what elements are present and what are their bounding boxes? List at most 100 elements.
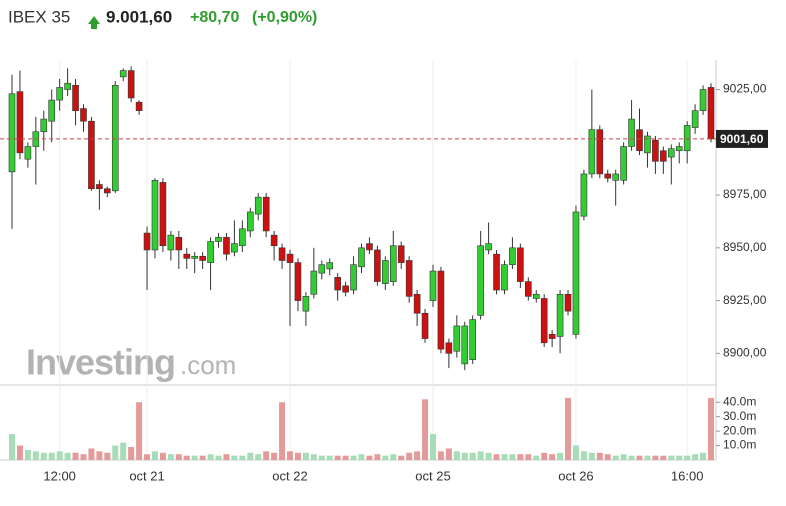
- candle-body: [16, 91, 24, 154]
- candle-body: [525, 281, 532, 297]
- candle-body: [294, 262, 302, 301]
- candle-body: [477, 245, 484, 316]
- x-tick-label: 12:00: [43, 468, 76, 483]
- volume-bar: [525, 454, 532, 460]
- title: IBEX 35: [8, 7, 70, 26]
- volume-bar: [342, 455, 349, 460]
- candle-body: [358, 247, 365, 268]
- change: +80,70: [190, 9, 239, 26]
- candle-body: [80, 108, 87, 122]
- candle-body: [223, 236, 230, 255]
- volume-bar: [239, 455, 246, 460]
- volume-bar: [302, 452, 309, 460]
- x-tick-label: oct 21: [129, 468, 164, 483]
- candle-body: [262, 196, 270, 232]
- volume-bar: [509, 454, 516, 460]
- candle-body: [342, 285, 349, 293]
- volume-bar: [223, 454, 230, 460]
- candle-body: [286, 253, 294, 263]
- candle-body: [366, 243, 373, 251]
- candle-body: [167, 234, 175, 251]
- volume-bar: [144, 454, 151, 460]
- volume-bar: [167, 454, 174, 460]
- candle-body: [675, 146, 683, 152]
- y-tick-label: 8925,00: [723, 293, 767, 307]
- candle-body: [350, 264, 357, 291]
- candle-body: [119, 70, 127, 78]
- y-tick-label: 8975,00: [723, 187, 767, 201]
- candle-body: [382, 260, 389, 285]
- volume-bar: [429, 434, 436, 460]
- volume-bar: [318, 455, 325, 460]
- candle-body: [453, 325, 461, 352]
- volume-bar: [183, 455, 190, 460]
- candle-body: [88, 120, 95, 190]
- x-tick-label: oct 25: [415, 468, 450, 483]
- watermark-suffix: .com: [180, 350, 236, 380]
- candle-body: [270, 234, 278, 247]
- volume-bar: [334, 455, 341, 460]
- volume-bar: [151, 451, 158, 460]
- candle-body: [310, 270, 318, 295]
- candle-body: [199, 255, 206, 261]
- volume-bar: [517, 454, 524, 460]
- volume-bar: [199, 455, 206, 460]
- volume-bar: [32, 451, 39, 460]
- volume-bar: [469, 452, 476, 460]
- volume-bar: [350, 455, 357, 460]
- price: 9.001,60: [106, 7, 172, 26]
- candle-body: [191, 255, 198, 259]
- candle-body: [246, 211, 254, 232]
- candle-body: [254, 196, 262, 215]
- volume-bar: [358, 454, 365, 460]
- volume-bar: [64, 452, 71, 460]
- candle-body: [667, 148, 675, 158]
- candle-body: [604, 173, 612, 179]
- volume-bar: [255, 454, 262, 460]
- volume-bar: [572, 445, 579, 460]
- volume-bar: [620, 454, 627, 460]
- candle-body: [8, 93, 16, 173]
- candle-body: [40, 118, 48, 133]
- volume-bar: [628, 455, 635, 460]
- candle-body: [612, 173, 619, 181]
- volume-bar: [215, 455, 222, 460]
- volume-bar: [231, 455, 238, 460]
- candle-body: [699, 89, 707, 111]
- candle-body: [48, 99, 56, 122]
- candle-body: [278, 247, 286, 261]
- x-tick-label: oct 22: [272, 468, 307, 483]
- volume-bar: [580, 451, 587, 460]
- y2-tick-label: 20.0m: [723, 423, 756, 437]
- candle-body: [445, 342, 453, 354]
- volume-bar: [596, 452, 603, 460]
- change-pct: (+0,90%): [252, 9, 317, 26]
- y2-tick-label: 30.0m: [723, 409, 756, 423]
- volume-bar: [493, 454, 500, 460]
- volume-bar: [96, 451, 103, 460]
- volume-bar: [382, 455, 389, 460]
- volume-bar: [422, 399, 429, 460]
- volume-bar: [104, 452, 111, 460]
- volume-bar: [485, 452, 492, 460]
- volume-bar: [159, 452, 166, 460]
- candle-body: [374, 249, 381, 282]
- volume-bar: [461, 452, 468, 460]
- volume-bar: [120, 442, 127, 460]
- volume-bar: [652, 455, 659, 460]
- candle-body: [620, 146, 627, 181]
- candle-body: [143, 232, 151, 251]
- candle-body: [564, 293, 572, 312]
- volume-bar: [207, 454, 214, 460]
- candle-body: [644, 135, 651, 154]
- candle-body: [469, 319, 477, 360]
- volume-bar: [604, 454, 611, 460]
- candle-body: [660, 150, 667, 162]
- volume-bar: [112, 445, 119, 460]
- volume-bar: [533, 455, 540, 460]
- candle-body: [580, 173, 588, 217]
- candle-body: [24, 146, 32, 160]
- volume-bar: [700, 452, 707, 460]
- candle-body: [596, 129, 604, 175]
